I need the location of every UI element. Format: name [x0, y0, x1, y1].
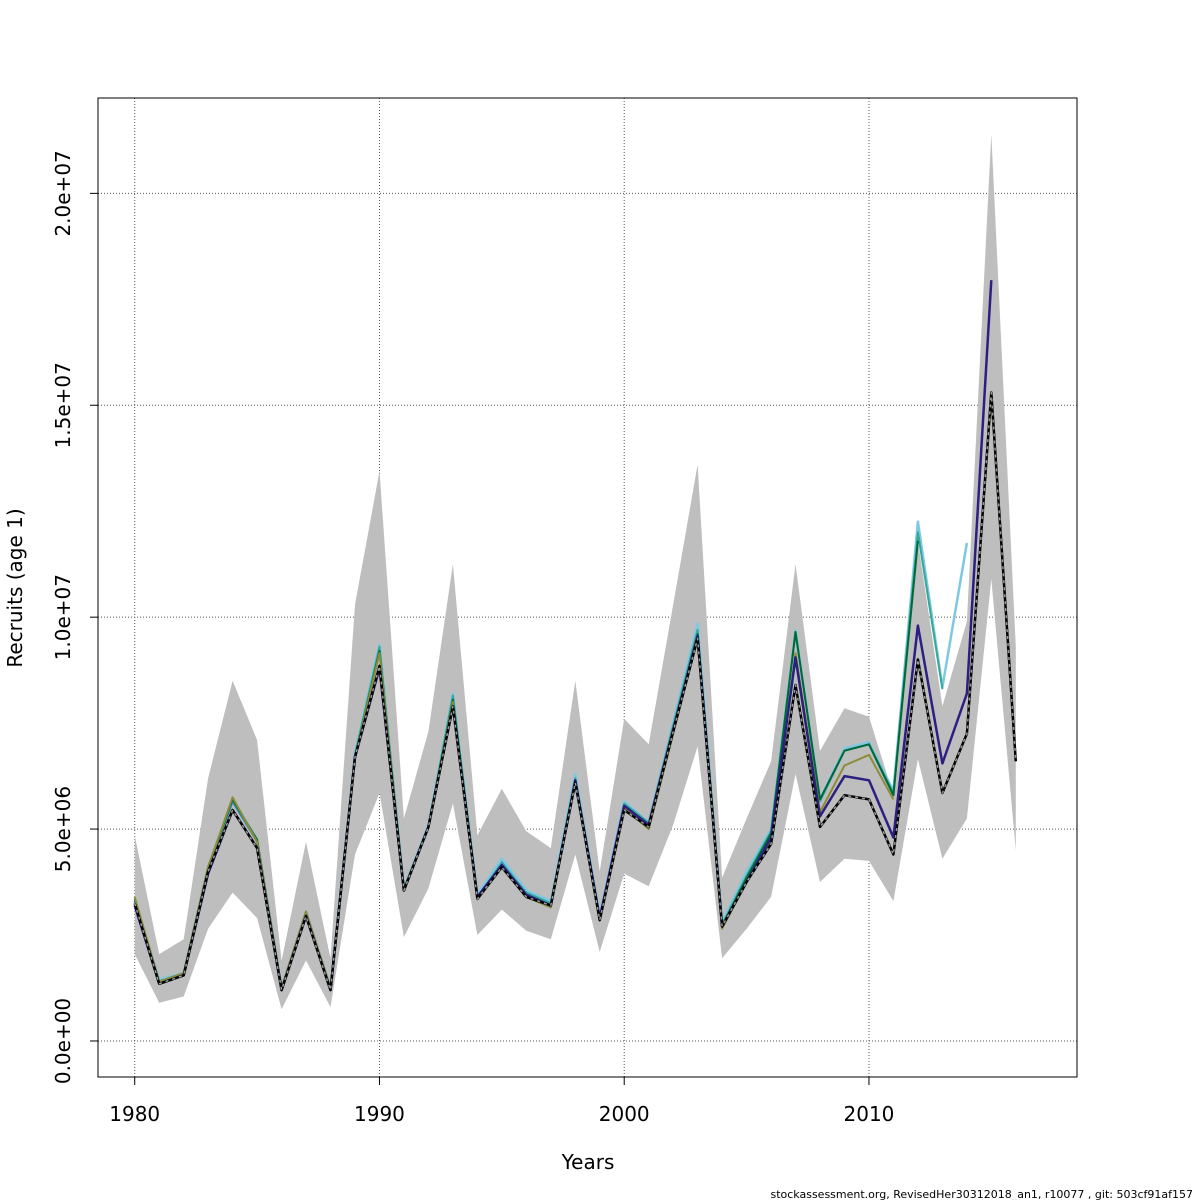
footer-note: stockassessment.org, RevisedHer30312018_…: [770, 1188, 1193, 1200]
grid-lines: [98, 98, 1077, 1077]
y-tick-label-0.0e+00: 0.0e+00: [51, 998, 75, 1084]
y-tick-label-1.0e+07: 1.0e+07: [51, 574, 75, 660]
confidence-band: [134, 134, 1016, 1010]
x-tick-label-2000: 2000: [599, 1102, 650, 1126]
x-axis: 1980 1990 2000 2010: [109, 1077, 894, 1126]
x-axis-title: Years: [561, 1150, 615, 1174]
series-lines-layer: [133, 280, 1018, 992]
x-tick-label-1990: 1990: [354, 1102, 405, 1126]
y-tick-label-5.0e+06: 5.0e+06: [51, 786, 75, 872]
x-tick-label-2010: 2010: [844, 1102, 895, 1126]
confidence-band-layer: [134, 134, 1016, 1010]
plot-frame: [97, 97, 1078, 1078]
y-axis: 0.0e+00 5.0e+06 1.0e+07 1.5e+07 2.0e+07: [51, 150, 98, 1084]
y-axis-title: Recruits (age 1): [3, 508, 27, 667]
y-tick-label-1.5e+07: 1.5e+07: [51, 362, 75, 448]
x-tick-label-1980: 1980: [109, 1102, 160, 1126]
series-line-8: [133, 391, 1017, 991]
y-tick-label-2.0e+07: 2.0e+07: [51, 150, 75, 236]
